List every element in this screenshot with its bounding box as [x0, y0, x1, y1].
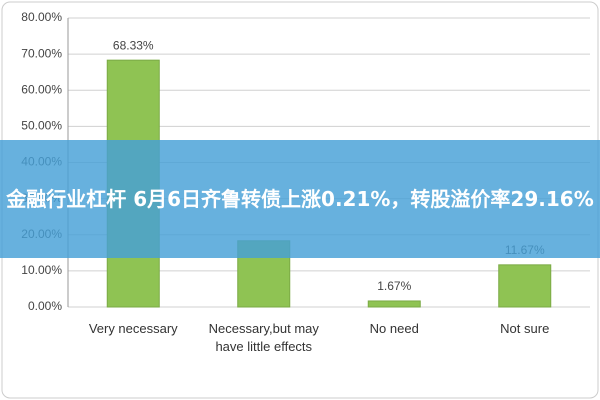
x-tick-label: Not sure	[500, 321, 550, 336]
bar	[498, 264, 552, 308]
y-tick-label: 50.00%	[21, 119, 62, 133]
x-tick-label: No need	[369, 321, 419, 336]
y-tick-label: 80.00%	[21, 10, 62, 24]
y-tick-label: 0.00%	[28, 299, 62, 313]
bar	[367, 300, 421, 308]
banner-text: 金融行业杠杆 6月6日齐鲁转债上涨0.21%，转股溢价率29.16%	[0, 140, 600, 258]
value-label: 1.67%	[377, 279, 411, 293]
y-tick-label: 60.00%	[21, 82, 62, 96]
y-tick-label: 10.00%	[21, 263, 62, 277]
x-tick-label: Very necessary	[88, 321, 178, 336]
y-tick-label: 70.00%	[21, 46, 62, 60]
value-label: 68.33%	[113, 38, 154, 52]
x-tick-label: Necessary,but may have little effects	[208, 321, 319, 354]
